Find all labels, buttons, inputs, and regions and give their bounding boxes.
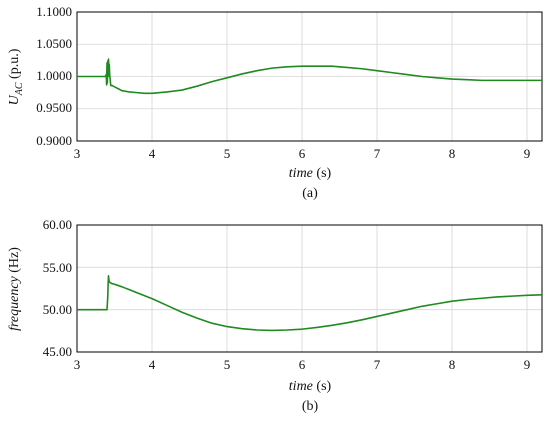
x-axis-label-b: time (s): [289, 379, 332, 394]
x-tick-label: 5: [224, 146, 231, 161]
y-tick-label: 0.9000: [36, 133, 72, 148]
x-tick-labels-b: 3 4 5 6 7 8 9: [74, 357, 531, 372]
y-tick-label: 50.00: [43, 302, 72, 317]
subplot-caption-a: (a): [302, 186, 318, 201]
x-tick-label: 7: [374, 146, 381, 161]
x-tick-label: 8: [449, 357, 456, 372]
y-tick-label: 1.1000: [36, 4, 72, 19]
plot-frame-b: [76, 224, 543, 353]
y-axis-label-unit: (p.u.): [7, 48, 22, 79]
x-tick-label: 8: [449, 146, 456, 161]
y-tick-label: 45.00: [43, 344, 72, 359]
panel-b: 60.00 55.00 50.00 45.00 3 4 5 6 7 8 9 ti…: [7, 217, 543, 414]
panel-a: 1.1000 1.0500 1.0000 0.9500 0.9000 3 4 5…: [7, 4, 543, 201]
series-line: [77, 274, 543, 332]
grid-b: [77, 225, 542, 352]
x-tick-labels-a: 3 4 5 6 7 8 9: [74, 146, 531, 161]
x-axis-label-quantity: time: [289, 379, 313, 394]
y-tick-label: 0.9500: [36, 100, 72, 115]
y-tick-labels-b: 60.00 55.00 50.00 45.00: [43, 217, 72, 359]
subplot-caption-b: (b): [302, 399, 319, 414]
series-b: [77, 274, 543, 332]
y-axis-label-symbol: U: [7, 94, 22, 105]
y-axis-label-quantity: frequency: [7, 275, 22, 330]
x-tick-label: 4: [149, 146, 156, 161]
y-axis-label-b: frequency (Hz): [7, 247, 22, 331]
x-axis-label-unit: (s): [316, 166, 331, 181]
x-tick-label: 4: [149, 357, 156, 372]
x-tick-label: 6: [299, 146, 306, 161]
y-axis-label-unit: (Hz): [7, 247, 22, 273]
grid-a: [77, 12, 542, 141]
x-tick-label: 3: [74, 146, 81, 161]
y-axis-label-a: UAC (p.u.): [7, 48, 25, 105]
x-tick-label: 7: [374, 357, 381, 372]
y-tick-label: 1.0000: [36, 68, 72, 83]
y-tick-label: 55.00: [43, 260, 72, 275]
y-tick-labels-a: 1.1000 1.0500 1.0000 0.9500 0.9000: [36, 4, 72, 148]
x-tick-label: 5: [224, 357, 231, 372]
x-axis-label-a: time (s): [289, 166, 332, 181]
x-tick-label: 9: [524, 146, 531, 161]
x-axis-label-unit: (s): [316, 379, 331, 394]
x-axis-label-quantity: time: [289, 166, 313, 181]
y-axis-label-subscript: AC: [14, 82, 25, 96]
series-line: [77, 58, 542, 95]
x-tick-label: 9: [524, 357, 531, 372]
x-tick-label: 6: [299, 357, 306, 372]
y-tick-label: 60.00: [43, 217, 72, 232]
x-tick-label: 3: [74, 357, 81, 372]
series-a: [77, 58, 542, 95]
y-tick-label: 1.0500: [36, 36, 72, 51]
